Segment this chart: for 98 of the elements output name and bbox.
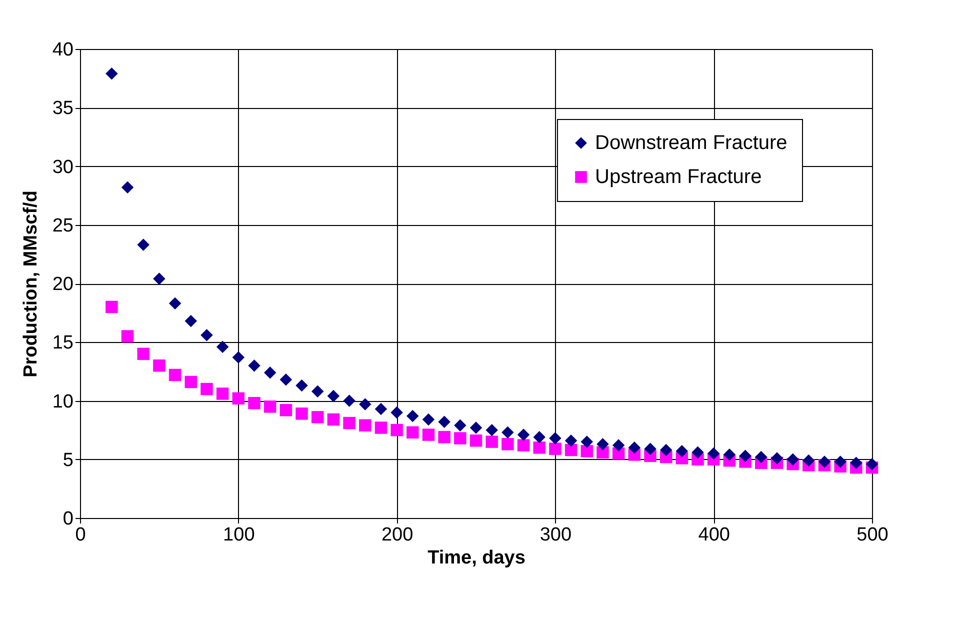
point — [454, 419, 466, 432]
point — [612, 439, 625, 452]
point — [358, 419, 372, 432]
point — [232, 392, 245, 405]
point — [390, 424, 403, 436]
point — [184, 376, 198, 388]
point — [406, 410, 419, 422]
point — [533, 442, 546, 454]
legend-label: Downstream Fracture — [595, 132, 788, 154]
y-tick-label: 20 — [52, 274, 74, 295]
y-axis-title: Production, MMscf/d — [20, 190, 42, 378]
point — [470, 422, 482, 434]
point — [200, 328, 213, 342]
point — [200, 382, 213, 396]
point — [232, 351, 245, 364]
point — [343, 416, 356, 430]
x-tick-label: 300 — [540, 524, 572, 546]
point — [374, 402, 388, 416]
point — [216, 388, 229, 400]
point — [438, 430, 450, 444]
point — [121, 330, 134, 342]
point — [406, 426, 419, 439]
point — [438, 416, 450, 428]
point — [676, 445, 688, 458]
point — [327, 413, 340, 426]
point — [280, 404, 292, 416]
point — [707, 447, 720, 460]
point — [216, 340, 229, 353]
point — [564, 434, 578, 447]
legend-label: Upstream Fracture — [595, 166, 762, 188]
point — [660, 444, 672, 456]
point — [137, 238, 150, 251]
point — [692, 446, 704, 458]
y-tick-label: 0 — [62, 508, 74, 530]
point — [454, 432, 466, 444]
point — [628, 442, 641, 454]
point — [802, 454, 815, 467]
point — [533, 430, 546, 444]
y-tick-label: 25 — [52, 215, 74, 236]
point — [327, 390, 340, 402]
point — [818, 456, 831, 468]
point — [296, 408, 308, 420]
y-tick-label: 15 — [52, 332, 74, 354]
point — [280, 374, 292, 386]
point — [502, 438, 514, 450]
y-tick-label: 35 — [52, 98, 74, 120]
point — [470, 434, 482, 447]
point — [549, 442, 562, 455]
point — [723, 448, 736, 461]
point — [644, 442, 656, 455]
point — [596, 438, 609, 450]
y-tick-label: 5 — [62, 450, 74, 471]
x-tick-label: 400 — [698, 524, 730, 546]
point — [137, 348, 150, 360]
point — [866, 458, 878, 470]
point — [549, 432, 562, 444]
point — [422, 428, 435, 441]
point — [168, 368, 182, 382]
x-axis-title: Time, days — [428, 548, 526, 568]
point — [153, 359, 166, 372]
point — [248, 396, 260, 410]
y-tick-label: 10 — [52, 391, 74, 412]
point — [358, 398, 372, 410]
x-tick-label: 100 — [223, 524, 255, 546]
point — [786, 453, 799, 466]
point — [564, 444, 578, 456]
point — [486, 424, 498, 436]
point — [580, 445, 594, 458]
point — [390, 406, 403, 419]
point — [343, 394, 356, 407]
point — [834, 456, 846, 468]
point — [311, 385, 324, 398]
x-tick-label: 200 — [381, 524, 414, 546]
point — [739, 450, 752, 462]
point — [374, 422, 388, 434]
point — [264, 366, 276, 379]
point — [422, 413, 435, 426]
point — [106, 300, 118, 314]
point — [184, 314, 198, 328]
point — [502, 426, 514, 439]
point — [517, 439, 530, 452]
point — [106, 68, 118, 80]
point — [248, 359, 260, 372]
y-tick-label: 30 — [52, 156, 74, 178]
y-tick-label: 40 — [52, 40, 74, 60]
point — [121, 181, 134, 194]
point — [311, 411, 324, 424]
x-tick-label: 500 — [856, 524, 888, 546]
point — [296, 379, 308, 392]
point — [580, 436, 594, 448]
point — [168, 297, 182, 310]
point — [517, 428, 530, 441]
point — [770, 452, 784, 464]
point — [754, 450, 768, 464]
point — [264, 400, 276, 413]
point — [486, 436, 498, 448]
point — [850, 456, 862, 470]
point — [153, 272, 166, 285]
